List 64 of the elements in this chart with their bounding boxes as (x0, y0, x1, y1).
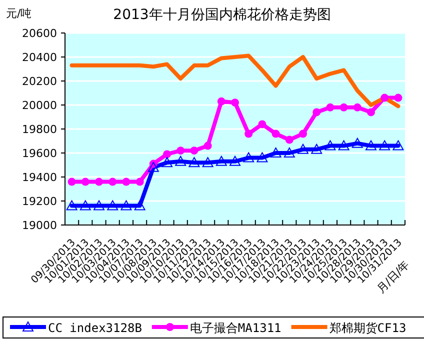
point (272, 130, 280, 138)
point (244, 130, 253, 138)
point (148, 162, 159, 172)
y-tick-label: 20400 (22, 51, 57, 64)
point (217, 97, 226, 106)
point (66, 200, 78, 210)
point (188, 157, 200, 168)
point (80, 200, 91, 210)
y-tick-label: 20000 (22, 99, 57, 112)
point (230, 156, 240, 166)
point (243, 152, 254, 162)
y-tick-label: 19800 (22, 123, 57, 136)
point (175, 156, 186, 166)
point (392, 140, 404, 150)
y-axis-title: 元/吨 (6, 7, 32, 20)
point (108, 178, 117, 186)
point (380, 94, 389, 102)
point (231, 98, 239, 107)
point (162, 157, 172, 168)
y-tick-label: 19400 (22, 171, 57, 184)
point (95, 178, 103, 186)
point (285, 136, 294, 144)
point (256, 152, 268, 162)
point (299, 130, 307, 138)
point (202, 157, 214, 168)
point (204, 142, 212, 150)
point (270, 148, 282, 158)
point (366, 140, 376, 150)
point (340, 103, 348, 112)
point (94, 200, 104, 210)
point (176, 146, 185, 155)
y-tick-label: 19600 (22, 147, 57, 160)
point (120, 200, 132, 210)
point (338, 140, 350, 150)
point (367, 108, 375, 116)
point (68, 178, 76, 186)
y-tick-label: 19000 (22, 219, 57, 232)
point (258, 120, 266, 128)
line-series (70, 54, 400, 108)
point (353, 103, 362, 112)
point (284, 148, 295, 158)
chart-title: 2013年十月份国内棉花价格走势图 (113, 7, 331, 23)
point (134, 200, 146, 210)
point (326, 103, 334, 112)
point (298, 144, 308, 154)
point (81, 178, 90, 186)
point (163, 150, 171, 158)
legend-label: 郑棉期货CF13 (329, 321, 406, 335)
point (394, 94, 402, 102)
point (216, 156, 227, 166)
legend-label: 电子撮合MA1311 (190, 321, 282, 335)
point (324, 140, 336, 150)
point (107, 200, 118, 210)
point (311, 144, 322, 154)
y-tick-label: 20200 (22, 75, 57, 88)
legend-label: CC index3128B (48, 321, 142, 335)
point (312, 108, 321, 116)
point (352, 138, 363, 148)
point (122, 178, 130, 186)
point (136, 178, 144, 186)
point (190, 146, 198, 155)
point (379, 140, 390, 150)
y-tick-label: 19200 (22, 195, 57, 208)
y-tick-label: 20600 (22, 27, 57, 40)
